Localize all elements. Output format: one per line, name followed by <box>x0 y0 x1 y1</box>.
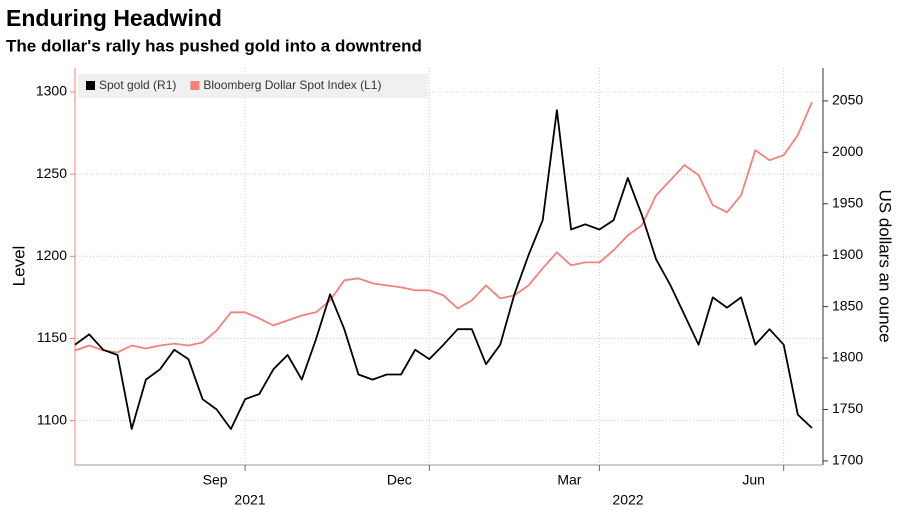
y2-axis-label: US dollars an ounce <box>876 189 895 342</box>
y-tick-label: 1200 <box>36 247 67 263</box>
plot-area <box>75 68 823 465</box>
x-tick-label: Mar <box>557 472 581 488</box>
series-line <box>74 101 813 354</box>
x-group-label: 2022 <box>612 492 643 508</box>
chart-title: Enduring Headwind <box>6 5 222 31</box>
y2-tick-label: 1950 <box>832 194 863 210</box>
y-tick-label: 1150 <box>37 329 67 345</box>
series-line <box>74 109 813 430</box>
chart-subtitle: The dollar's rally has pushed gold into … <box>6 36 422 55</box>
y2-tick-label: 1750 <box>832 400 863 416</box>
legend-swatch <box>86 81 95 90</box>
y-tick-label: 1250 <box>36 165 67 181</box>
legend-label: Bloomberg Dollar Spot Index (L1) <box>203 78 381 92</box>
y2-tick-label: 1850 <box>832 297 863 313</box>
x-tick-label: Jun <box>742 472 765 488</box>
legend-box <box>78 74 428 98</box>
x-tick-label: Sep <box>203 472 228 488</box>
y2-tick-label: 2000 <box>832 143 863 159</box>
y-tick-label: 1100 <box>37 411 67 427</box>
y2-tick-label: 1700 <box>832 452 863 468</box>
y2-tick-label: 2050 <box>832 92 863 108</box>
x-group-label: 2021 <box>234 492 265 508</box>
x-tick-label: Dec <box>387 472 412 488</box>
y-axis-label: Level <box>9 246 28 287</box>
legend-swatch <box>190 81 200 90</box>
y-tick-label: 1300 <box>36 83 67 99</box>
legend-label: Spot gold (R1) <box>99 78 176 92</box>
y2-tick-label: 1900 <box>832 246 863 262</box>
y2-tick-label: 1800 <box>832 349 863 365</box>
